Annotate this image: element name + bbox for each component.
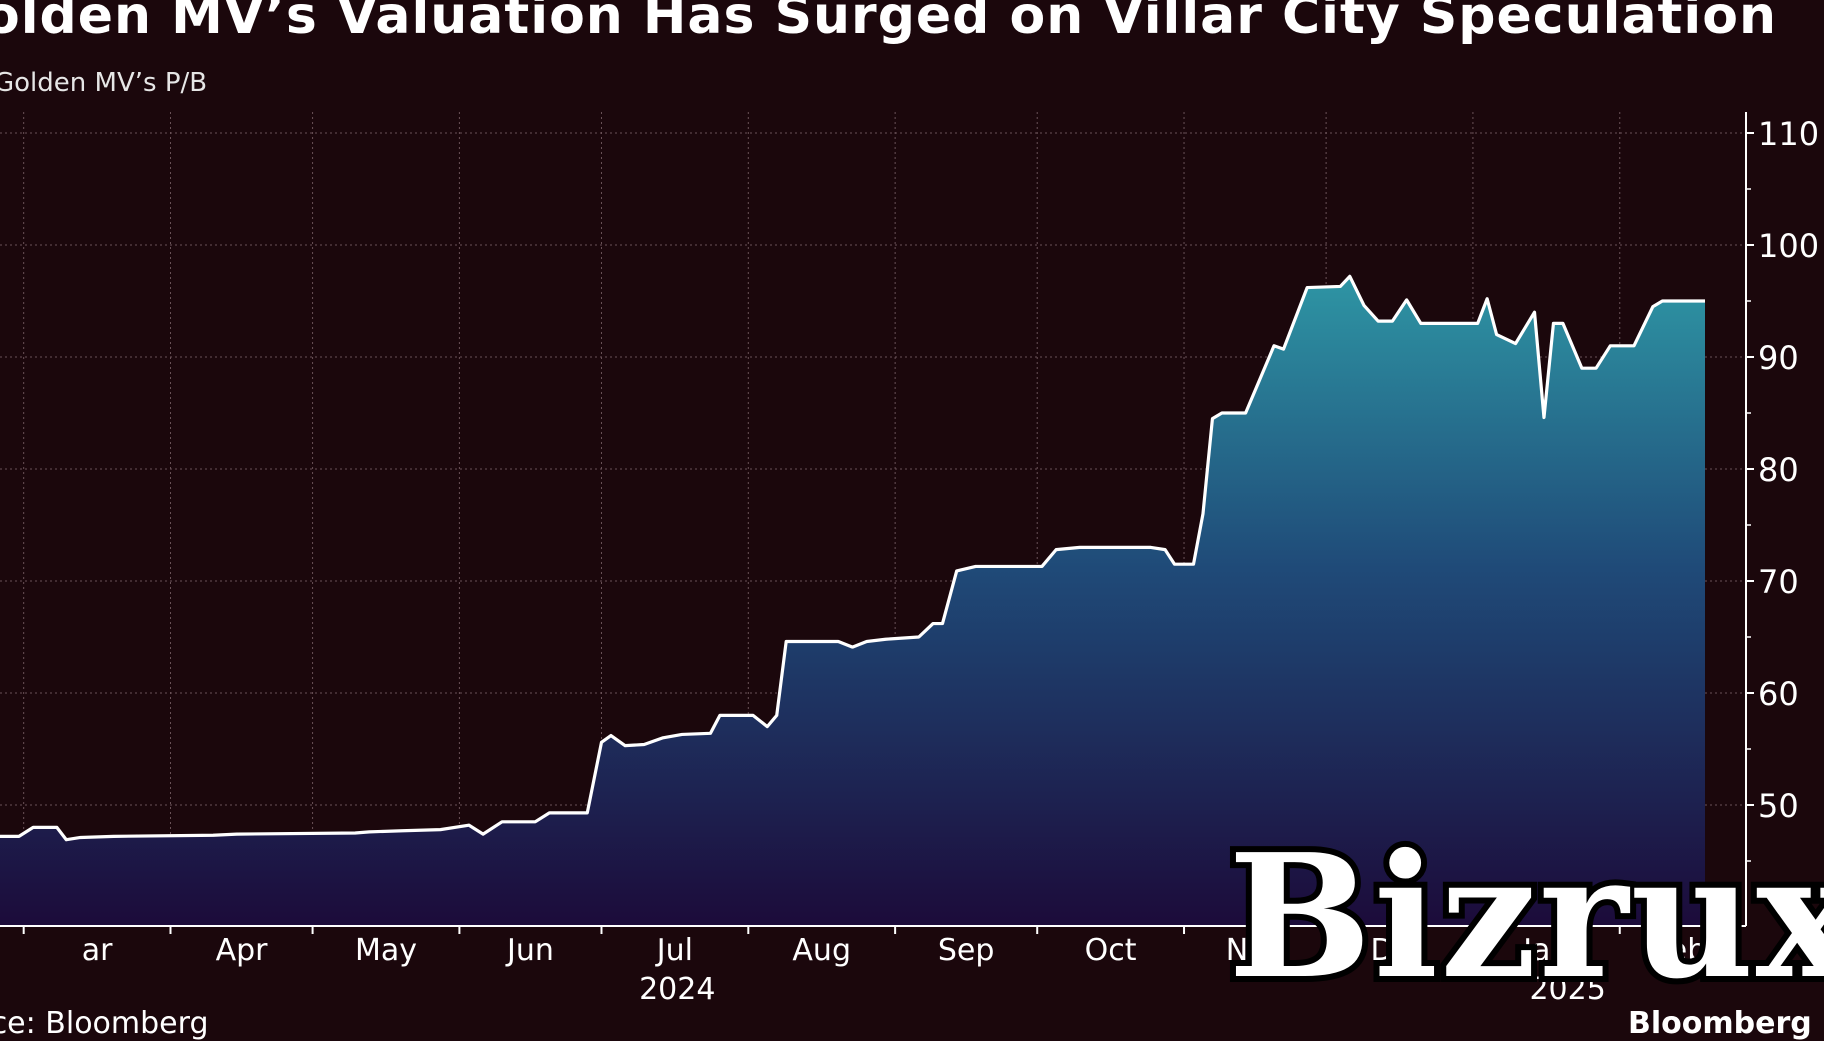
x-tick-label: Sep [938,933,995,968]
x-tick-label: Feb [1653,933,1706,968]
watermark-logo: Bizrux [1222,817,1824,1017]
x-tick-label: Jul [655,933,693,968]
x-tick-label: May [355,933,417,968]
y-tick-label: 60 [1758,675,1799,713]
brand-note: Bloomberg [1628,1006,1812,1041]
area-layer [0,274,1705,926]
chart-subtitle: Golden MV’s P/B [0,68,208,98]
grid-layer [0,112,1746,926]
series-line [0,274,1705,842]
x-tick-label: Oct [1085,933,1137,968]
series-area [0,276,1705,926]
chart-title: olden MV’s Valuation Has Surged on Villa… [0,0,1777,46]
y-tick-label: 100 [1758,227,1819,265]
y-tick-label: 90 [1758,339,1799,377]
x-tick-label: Nov [1226,933,1285,968]
y-tick-label: 80 [1758,451,1799,489]
source-note: urce: Bloomberg [0,1006,209,1041]
x-tick-label: Jun [505,933,554,968]
y-tick-label: 70 [1758,563,1799,601]
y-tick-label: 50 [1758,787,1799,825]
x-tick-label: Apr [216,933,269,968]
x-year-label: 2025 [1529,972,1605,1007]
x-tick-label: Jan [1521,933,1569,968]
y-tick-label: 110 [1758,115,1819,153]
axis-layer: 50 60 70 80 90 100 110 ar Apr May Jun Jul Aug Sep Oct N… [0,112,1819,1007]
x-year-label: 2024 [639,972,715,1007]
x-tick-label: Dec [1370,933,1428,968]
x-tick-label: Aug [792,933,851,968]
x-tick-label: ar [82,933,113,968]
